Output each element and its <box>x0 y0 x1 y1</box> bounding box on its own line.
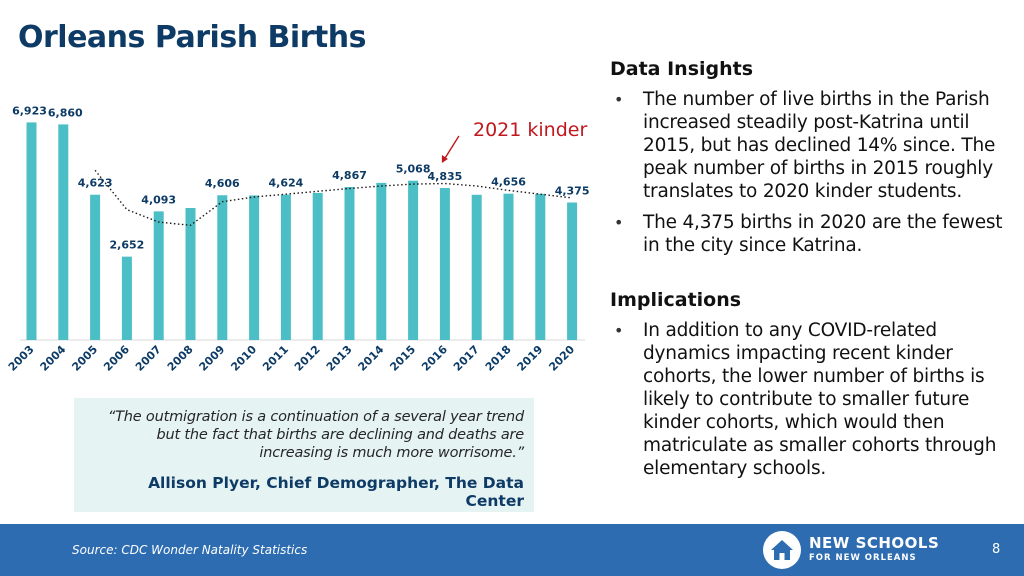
x-tick-2005: 2005 <box>69 343 100 374</box>
x-tick-2006: 2006 <box>101 343 132 374</box>
bar-2006 <box>121 256 132 340</box>
bar-2020 <box>567 202 578 340</box>
bar-2011 <box>280 194 291 340</box>
source-note: Source: CDC Wonder Natality Statistics <box>72 543 308 557</box>
x-tick-2018: 2018 <box>483 343 514 374</box>
x-tick-2009: 2009 <box>197 343 228 374</box>
x-tick-2008: 2008 <box>165 343 196 374</box>
data-label-2011: 4,624 <box>269 177 304 190</box>
insights-list: The number of live births in the Parish … <box>610 88 1010 257</box>
x-tick-2004: 2004 <box>38 343 69 374</box>
x-tick-2011: 2011 <box>260 343 291 374</box>
implications-section: Implications In addition to any COVID-re… <box>610 289 1010 480</box>
x-tick-2007: 2007 <box>133 343 164 374</box>
trendline <box>94 169 573 227</box>
implications-heading: Implications <box>610 289 742 311</box>
bar-2017 <box>471 194 482 340</box>
data-label-2004: 6,860 <box>48 106 83 119</box>
house-circle-icon <box>763 531 801 569</box>
x-tick-2020: 2020 <box>546 343 577 374</box>
data-label-2013: 4,867 <box>332 169 367 182</box>
bar-2010 <box>249 195 260 340</box>
data-label-2015: 5,068 <box>396 163 431 176</box>
implication-bullet: In addition to any COVID-related dynamic… <box>610 319 1010 480</box>
x-tick-2014: 2014 <box>356 343 387 374</box>
footer-bar: Source: CDC Wonder Natality Statistics N… <box>0 524 1024 576</box>
x-tick-2015: 2015 <box>387 343 418 374</box>
page-number: 8 <box>992 542 1001 557</box>
bar-2008 <box>185 208 196 340</box>
annotation-arrowhead <box>441 155 448 164</box>
bar-2016 <box>439 188 450 340</box>
bar-2007 <box>153 211 164 340</box>
quote-box: “The outmigration is a continuation of a… <box>74 398 534 512</box>
x-tick-2017: 2017 <box>451 343 482 374</box>
quote-text: “The outmigration is a continuation of a… <box>107 409 524 461</box>
data-label-2006: 2,652 <box>110 239 145 252</box>
page-title: Orleans Parish Births <box>18 20 367 55</box>
bar-2005 <box>90 194 101 340</box>
logo: NEW SCHOOLS FOR NEW ORLEANS <box>763 531 939 569</box>
data-label-2018: 4,656 <box>491 176 526 189</box>
births-bar-chart: 6,923 6,860 4,623 2,652 4,093 4,606 4,624 4,867… <box>6 104 590 374</box>
x-tick-2003: 2003 <box>6 343 37 374</box>
x-tick-2013: 2013 <box>324 343 355 374</box>
x-tick-2012: 2012 <box>292 343 323 374</box>
data-label-2007: 4,093 <box>141 193 176 206</box>
bar-2014 <box>376 182 387 340</box>
x-tick-2016: 2016 <box>419 343 450 374</box>
bar-2009 <box>217 195 228 340</box>
annotation-arrow <box>443 135 460 161</box>
data-label-2016: 4,835 <box>428 170 463 183</box>
insights-panel: Data Insights The number of live births … <box>610 58 1010 488</box>
insight-bullet: The 4,375 births in 2020 are the fewest … <box>610 211 1010 257</box>
bar-2003 <box>26 122 37 340</box>
quote-author: Allison Plyer, Chief Demographer, The Da… <box>148 474 524 510</box>
bar-2018 <box>503 193 514 340</box>
bar-2019 <box>535 193 546 340</box>
x-tick-2010: 2010 <box>228 343 259 374</box>
data-label-2020: 4,375 <box>555 185 590 198</box>
annotation-label: 2021 kinder <box>473 119 588 141</box>
insight-bullet: The number of live births in the Parish … <box>610 88 1010 203</box>
data-label-2003: 6,923 <box>12 104 47 117</box>
bar-2013 <box>344 187 355 340</box>
bar-2004 <box>58 124 69 341</box>
data-label-2005: 4,623 <box>78 177 113 190</box>
data-label-2009: 4,606 <box>205 177 240 190</box>
bar-2015 <box>408 180 419 340</box>
implications-list: In addition to any COVID-related dynamic… <box>610 319 1010 480</box>
logo-line2: FOR NEW ORLEANS <box>809 553 917 563</box>
insights-heading: Data Insights <box>610 58 754 80</box>
x-tick-2019: 2019 <box>515 343 546 374</box>
logo-line1: NEW SCHOOLS <box>809 534 940 552</box>
bar-2012 <box>312 192 323 340</box>
